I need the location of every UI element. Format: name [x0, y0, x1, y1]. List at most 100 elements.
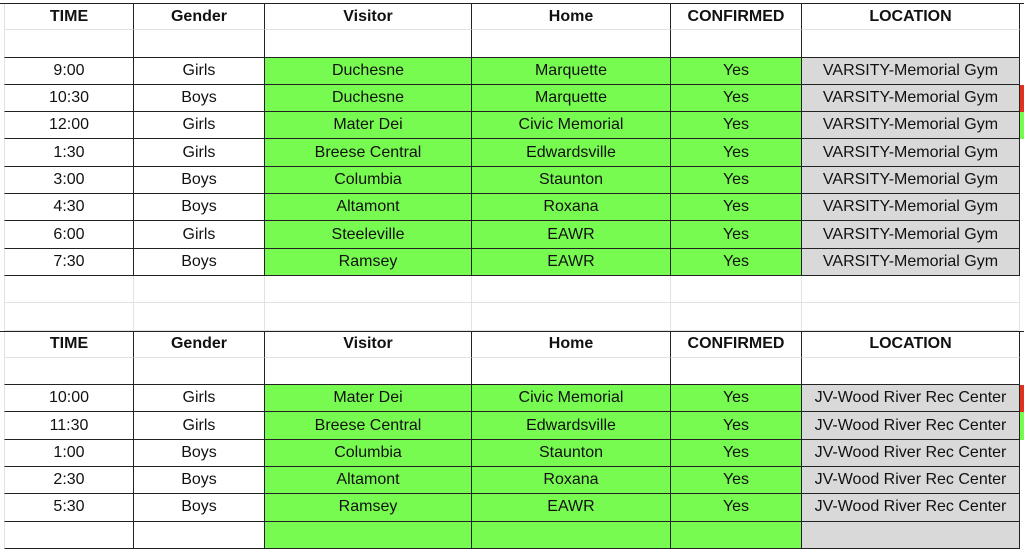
home-cell[interactable]: Civic Memorial	[472, 112, 671, 140]
empty-cell[interactable]	[802, 521, 1020, 549]
confirmed-cell[interactable]: Yes	[671, 194, 802, 222]
time-cell[interactable]: 1:30	[4, 139, 134, 167]
visitor-cell[interactable]: Mater Dei	[265, 385, 472, 413]
gender-cell[interactable]: Boys	[134, 439, 265, 468]
time-cell[interactable]: 1:00	[4, 439, 134, 468]
header-cell-time[interactable]: TIME	[4, 331, 134, 358]
gender-cell[interactable]: Girls	[134, 412, 265, 440]
confirmed-cell[interactable]: Yes	[671, 166, 802, 195]
empty-cell[interactable]	[134, 30, 265, 58]
location-cell[interactable]: VARSITY-Memorial Gym	[802, 248, 1020, 276]
home-cell[interactable]: EAWR	[472, 494, 671, 522]
gender-cell[interactable]: Girls	[134, 221, 265, 249]
gender-cell[interactable]: Girls	[134, 385, 265, 413]
empty-cell[interactable]	[265, 521, 472, 549]
confirmed-cell[interactable]: Yes	[671, 412, 802, 440]
confirmed-cell[interactable]: Yes	[671, 112, 802, 140]
empty-cell[interactable]	[4, 30, 134, 58]
empty-cell[interactable]	[134, 275, 265, 304]
header-cell-location[interactable]: LOCATION	[802, 331, 1020, 358]
location-cell[interactable]: JV-Wood River Rec Center	[802, 439, 1020, 468]
empty-cell[interactable]	[4, 275, 134, 304]
empty-cell[interactable]	[265, 303, 472, 331]
home-cell[interactable]: EAWR	[472, 221, 671, 249]
empty-cell[interactable]	[472, 275, 671, 304]
home-cell[interactable]: Roxana	[472, 194, 671, 222]
gender-cell[interactable]: Boys	[134, 467, 265, 495]
confirmed-cell[interactable]: Yes	[671, 439, 802, 468]
empty-cell[interactable]	[472, 303, 671, 331]
visitor-cell[interactable]: Breese Central	[265, 139, 472, 167]
confirmed-cell[interactable]: Yes	[671, 221, 802, 249]
empty-cell[interactable]	[802, 30, 1020, 58]
empty-cell[interactable]	[671, 521, 802, 549]
header-cell-location[interactable]: LOCATION	[802, 4, 1020, 31]
empty-cell[interactable]	[472, 357, 671, 386]
header-cell-time[interactable]: TIME	[4, 4, 134, 31]
location-cell[interactable]: JV-Wood River Rec Center	[802, 385, 1020, 413]
time-cell[interactable]: 9:00	[4, 57, 134, 85]
location-cell[interactable]: VARSITY-Memorial Gym	[802, 221, 1020, 249]
gender-cell[interactable]: Boys	[134, 166, 265, 195]
visitor-cell[interactable]: Columbia	[265, 166, 472, 195]
time-cell[interactable]: 11:30	[4, 412, 134, 440]
empty-cell[interactable]	[472, 521, 671, 549]
empty-cell[interactable]	[671, 303, 802, 331]
confirmed-cell[interactable]: Yes	[671, 84, 802, 113]
confirmed-cell[interactable]: Yes	[671, 248, 802, 276]
empty-cell[interactable]	[265, 275, 472, 304]
home-cell[interactable]: Edwardsville	[472, 139, 671, 167]
time-cell[interactable]: 12:00	[4, 112, 134, 140]
empty-cell[interactable]	[671, 30, 802, 58]
header-cell-home[interactable]: Home	[472, 4, 671, 31]
location-cell[interactable]: VARSITY-Memorial Gym	[802, 166, 1020, 195]
home-cell[interactable]: Staunton	[472, 439, 671, 468]
header-cell-confirmed[interactable]: CONFIRMED	[671, 4, 802, 31]
home-cell[interactable]: Edwardsville	[472, 412, 671, 440]
visitor-cell[interactable]: Columbia	[265, 439, 472, 468]
header-cell-gender[interactable]: Gender	[134, 331, 265, 358]
empty-cell[interactable]	[134, 303, 265, 331]
empty-cell[interactable]	[671, 275, 802, 304]
confirmed-cell[interactable]: Yes	[671, 385, 802, 413]
empty-cell[interactable]	[802, 275, 1020, 304]
header-cell-confirmed[interactable]: CONFIRMED	[671, 331, 802, 358]
empty-cell[interactable]	[134, 357, 265, 386]
gender-cell[interactable]: Girls	[134, 139, 265, 167]
empty-cell[interactable]	[265, 357, 472, 386]
visitor-cell[interactable]: Ramsey	[265, 248, 472, 276]
gender-cell[interactable]: Boys	[134, 494, 265, 522]
time-cell[interactable]: 10:00	[4, 385, 134, 413]
home-cell[interactable]: EAWR	[472, 248, 671, 276]
empty-cell[interactable]	[4, 521, 134, 549]
visitor-cell[interactable]: Ramsey	[265, 494, 472, 522]
header-cell-visitor[interactable]: Visitor	[265, 331, 472, 358]
header-cell-gender[interactable]: Gender	[134, 4, 265, 31]
gender-cell[interactable]: Boys	[134, 84, 265, 113]
confirmed-cell[interactable]: Yes	[671, 467, 802, 495]
header-cell-home[interactable]: Home	[472, 331, 671, 358]
time-cell[interactable]: 10:30	[4, 84, 134, 113]
visitor-cell[interactable]: Altamont	[265, 467, 472, 495]
location-cell[interactable]: VARSITY-Memorial Gym	[802, 194, 1020, 222]
visitor-cell[interactable]: Duchesne	[265, 84, 472, 113]
home-cell[interactable]: Marquette	[472, 57, 671, 85]
location-cell[interactable]: JV-Wood River Rec Center	[802, 467, 1020, 495]
time-cell[interactable]: 3:00	[4, 166, 134, 195]
home-cell[interactable]: Civic Memorial	[472, 385, 671, 413]
gender-cell[interactable]: Girls	[134, 112, 265, 140]
location-cell[interactable]: VARSITY-Memorial Gym	[802, 57, 1020, 85]
location-cell[interactable]: JV-Wood River Rec Center	[802, 412, 1020, 440]
time-cell[interactable]: 4:30	[4, 194, 134, 222]
visitor-cell[interactable]: Steeleville	[265, 221, 472, 249]
visitor-cell[interactable]: Breese Central	[265, 412, 472, 440]
time-cell[interactable]: 6:00	[4, 221, 134, 249]
home-cell[interactable]: Roxana	[472, 467, 671, 495]
header-cell-visitor[interactable]: Visitor	[265, 4, 472, 31]
gender-cell[interactable]: Boys	[134, 248, 265, 276]
home-cell[interactable]: Staunton	[472, 166, 671, 195]
confirmed-cell[interactable]: Yes	[671, 57, 802, 85]
empty-cell[interactable]	[4, 357, 134, 386]
location-cell[interactable]: VARSITY-Memorial Gym	[802, 139, 1020, 167]
time-cell[interactable]: 2:30	[4, 467, 134, 495]
